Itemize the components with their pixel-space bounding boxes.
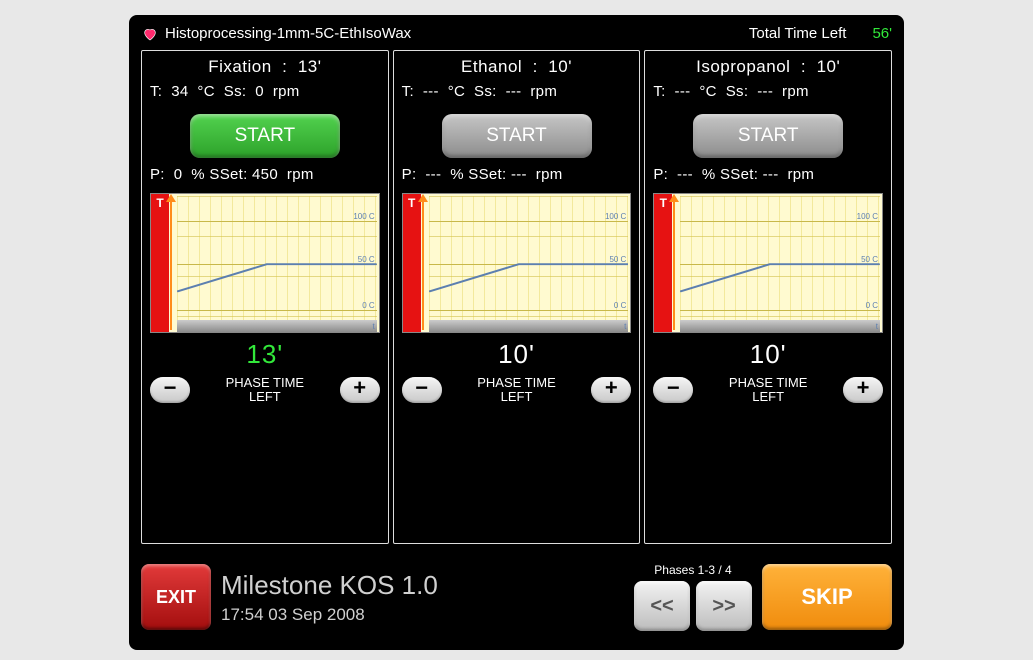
- phase-column: Fixation : 13' T: 34 °C Ss: 0 rpm START P: …: [141, 50, 389, 544]
- decrease-time-button[interactable]: −: [150, 377, 190, 403]
- phase-columns: Fixation : 13' T: 34 °C Ss: 0 rpm START P: …: [141, 50, 892, 544]
- chart-arrow: [167, 194, 177, 332]
- power-sset-readout: P: 0 % SSet: 450 rpm: [150, 166, 380, 183]
- phase-column: Ethanol : 10' T: --- °C Ss: --- rpm START P…: [393, 50, 641, 544]
- temperature-chart: T100 C50 C0 Ct: [653, 193, 883, 333]
- start-button[interactable]: START: [693, 114, 843, 158]
- phase-time-left-value: 10': [653, 339, 883, 370]
- top-bar: Histoprocessing-1mm-5C-EthIsoWax Total T…: [141, 25, 892, 42]
- power-sset-readout: P: --- % SSet: --- rpm: [653, 166, 883, 183]
- pager-label: Phases 1-3 / 4: [634, 563, 752, 577]
- chart-x-bar: [429, 320, 629, 332]
- decrease-time-button[interactable]: −: [653, 377, 693, 403]
- start-button[interactable]: START: [442, 114, 592, 158]
- brand-title: Milestone KOS 1.0: [221, 570, 624, 601]
- temperature-chart: T100 C50 C0 Ct: [150, 193, 380, 333]
- heart-icon: [141, 26, 159, 42]
- brand-block: Milestone KOS 1.0 17:54 03 Sep 2008: [221, 570, 624, 625]
- chart-x-bar: [177, 320, 377, 332]
- phase-title: Isopropanol : 10': [653, 57, 883, 77]
- phase-title: Fixation : 13': [150, 57, 380, 77]
- power-sset-readout: P: --- % SSet: --- rpm: [402, 166, 632, 183]
- temp-stir-readout: T: --- °C Ss: --- rpm: [402, 83, 632, 100]
- chart-x-label: t: [624, 322, 626, 331]
- bottom-bar: EXIT Milestone KOS 1.0 17:54 03 Sep 2008…: [141, 554, 892, 640]
- phase-time-row: − PHASE TIMELEFT +: [402, 376, 632, 405]
- phase-time-left-value: 10': [402, 339, 632, 370]
- increase-time-button[interactable]: +: [591, 377, 631, 403]
- chart-curve: [177, 196, 377, 320]
- total-time-left-label: Total Time Left: [749, 25, 847, 42]
- skip-button[interactable]: SKIP: [762, 564, 892, 630]
- temp-stir-readout: T: --- °C Ss: --- rpm: [653, 83, 883, 100]
- start-button[interactable]: START: [190, 114, 340, 158]
- total-time-left-value: 56': [872, 25, 892, 42]
- phase-time-left-label: PHASE TIMELEFT: [729, 376, 808, 405]
- chart-arrow: [670, 194, 680, 332]
- phase-column: Isopropanol : 10' T: --- °C Ss: --- rpm ST…: [644, 50, 892, 544]
- chart-curve: [680, 196, 880, 320]
- chart-x-bar: [680, 320, 880, 332]
- increase-time-button[interactable]: +: [843, 377, 883, 403]
- phase-time-left-label: PHASE TIMELEFT: [477, 376, 556, 405]
- protocol-name: Histoprocessing-1mm-5C-EthIsoWax: [165, 25, 411, 42]
- phase-time-row: − PHASE TIMELEFT +: [653, 376, 883, 405]
- phase-time-left-label: PHASE TIMELEFT: [226, 376, 305, 405]
- device-screen: Histoprocessing-1mm-5C-EthIsoWax Total T…: [129, 15, 904, 650]
- chart-x-label: t: [876, 322, 878, 331]
- decrease-time-button[interactable]: −: [402, 377, 442, 403]
- chart-curve: [429, 196, 629, 320]
- phase-title: Ethanol : 10': [402, 57, 632, 77]
- prev-button[interactable]: <<: [634, 581, 690, 631]
- temp-stir-readout: T: 34 °C Ss: 0 rpm: [150, 83, 380, 100]
- chart-x-label: t: [372, 322, 374, 331]
- datetime: 17:54 03 Sep 2008: [221, 605, 624, 625]
- next-button[interactable]: >>: [696, 581, 752, 631]
- temperature-chart: T100 C50 C0 Ct: [402, 193, 632, 333]
- chart-arrow: [419, 194, 429, 332]
- increase-time-button[interactable]: +: [340, 377, 380, 403]
- exit-button[interactable]: EXIT: [141, 564, 211, 630]
- phase-time-row: − PHASE TIMELEFT +: [150, 376, 380, 405]
- phase-time-left-value: 13': [150, 339, 380, 370]
- pager: Phases 1-3 / 4 << >>: [634, 563, 752, 631]
